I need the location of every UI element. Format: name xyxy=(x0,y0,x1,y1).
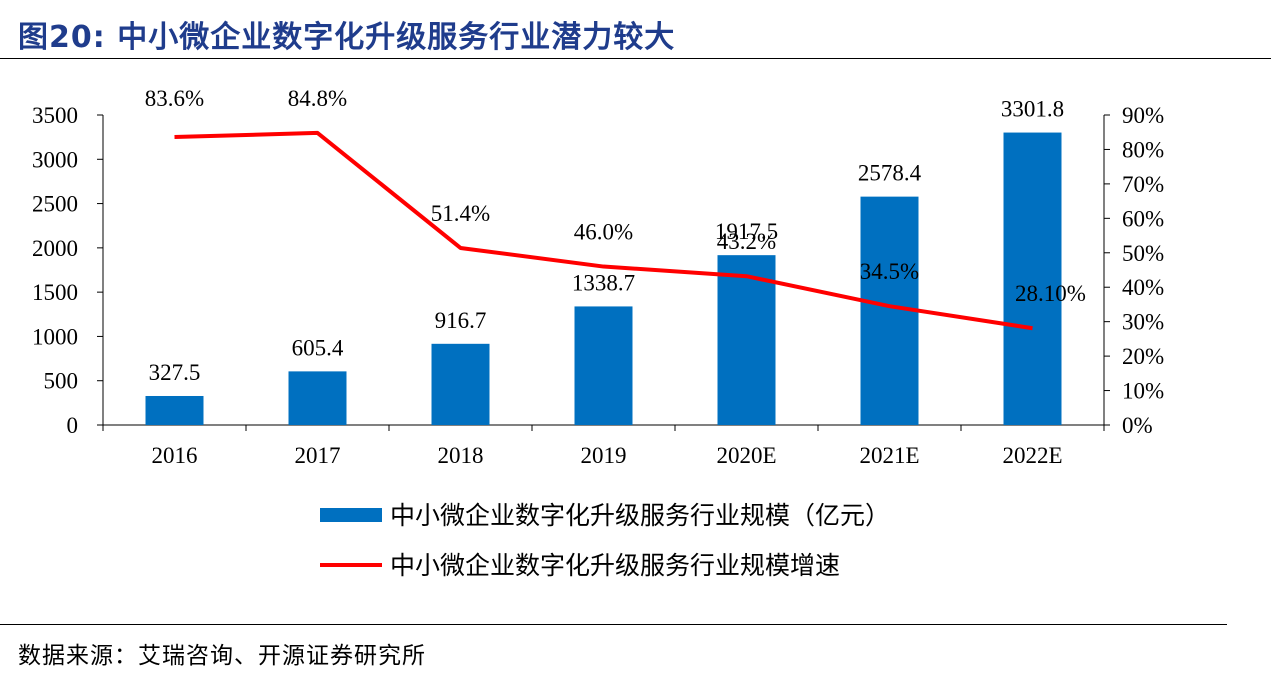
bar xyxy=(1003,132,1062,425)
right-axis-tick-label: 70% xyxy=(1122,172,1164,197)
bar-value-label: 3301.8 xyxy=(1001,97,1064,122)
growth-line xyxy=(174,130,1033,331)
bar-value-label: 1917.5 xyxy=(715,219,778,244)
line-value-label: 28.10% xyxy=(1015,281,1086,306)
bar xyxy=(288,371,347,425)
left-axis-tick-label: 2000 xyxy=(32,236,78,261)
right-axis-tick-label: 30% xyxy=(1122,310,1164,335)
right-axis-tick-label: 20% xyxy=(1122,344,1164,369)
x-axis-tick-label: 2022E xyxy=(1002,443,1062,468)
x-axis-tick-label: 2020E xyxy=(716,443,776,468)
right-axis-tick-label: 80% xyxy=(1122,137,1164,162)
source-divider xyxy=(0,624,1227,625)
x-axis-tick-label: 2016 xyxy=(152,443,198,468)
left-axis-tick-label: 1000 xyxy=(32,324,78,349)
bar xyxy=(431,343,490,425)
left-axis-tick-label: 3000 xyxy=(32,147,78,172)
left-axis-tick-label: 0 xyxy=(67,413,79,438)
line-value-label: 51.4% xyxy=(431,201,490,226)
bar-value-label: 2578.4 xyxy=(858,161,922,186)
bar xyxy=(574,306,633,425)
right-axis-tick-label: 60% xyxy=(1122,206,1164,231)
legend-bar-swatch xyxy=(320,508,382,522)
right-axis-tick-label: 10% xyxy=(1122,379,1164,404)
title-divider xyxy=(0,58,1271,59)
bar-value-label: 1338.7 xyxy=(572,270,635,295)
bar-value-label: 916.7 xyxy=(435,308,487,333)
left-axis-tick-label: 3500 xyxy=(32,103,78,128)
x-axis-tick-label: 2019 xyxy=(581,443,627,468)
right-axis-tick-label: 40% xyxy=(1122,275,1164,300)
combo-chart: 0 500 1000 1500 2000 2500 3000 3500 0% 10% 20% 30% 4… xyxy=(32,86,1164,580)
x-axis-tick-label: 2017 xyxy=(295,443,341,468)
line-value-label: 43.2% xyxy=(717,229,776,254)
left-axis-tick-label: 1500 xyxy=(32,280,78,305)
bar xyxy=(145,395,204,425)
left-axis-tick-label: 2500 xyxy=(32,192,78,217)
right-axis-tick-label: 50% xyxy=(1122,241,1164,266)
bar-value-label: 327.5 xyxy=(149,360,201,385)
line-value-label: 46.0% xyxy=(574,220,633,245)
right-axis-tick-label: 0% xyxy=(1122,413,1153,438)
line-value-label: 84.8% xyxy=(288,86,347,111)
figure-title: 图20: 中小微企业数字化升级服务行业潜力较大 xyxy=(18,20,676,55)
bar-value-label: 605.4 xyxy=(292,335,344,360)
bar xyxy=(717,255,776,425)
legend-line-label: 中小微企业数字化升级服务行业规模增速 xyxy=(390,551,840,580)
source-note: 数据来源：艾瑞咨询、开源证券研究所 xyxy=(18,643,426,669)
line-value-label: 34.5% xyxy=(860,259,919,284)
line-value-label: 83.6% xyxy=(145,86,204,111)
x-axis-tick-label: 2021E xyxy=(859,443,919,468)
legend-bar-label: 中小微企业数字化升级服务行业规模（亿元） xyxy=(390,501,890,530)
right-axis-tick-label: 90% xyxy=(1122,103,1164,128)
left-axis-tick-label: 500 xyxy=(44,369,79,394)
x-axis-tick-label: 2018 xyxy=(438,443,484,468)
